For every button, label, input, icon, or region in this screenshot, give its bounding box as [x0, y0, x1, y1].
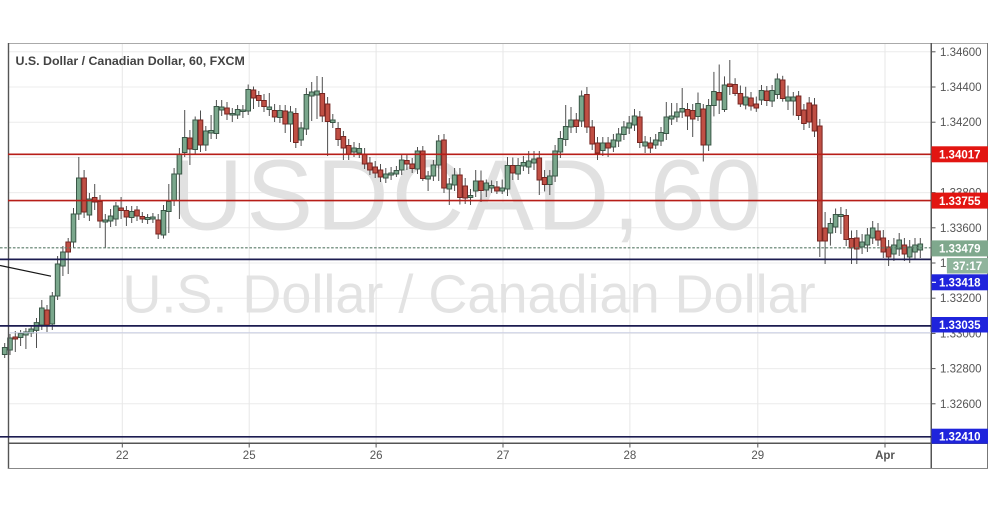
svg-text:1.32800: 1.32800	[940, 364, 982, 376]
svg-text:1.32410: 1.32410	[939, 431, 981, 443]
svg-text:22: 22	[116, 450, 129, 462]
svg-text:37:17: 37:17	[953, 261, 982, 273]
svg-text:60: 60	[650, 140, 761, 252]
svg-text:1.33755: 1.33755	[939, 196, 981, 208]
svg-text:1.34400: 1.34400	[940, 82, 982, 94]
svg-text:1.34600: 1.34600	[940, 47, 982, 59]
svg-text:U.S. Dollar / Canadian Dollar: U.S. Dollar / Canadian Dollar	[122, 265, 815, 325]
svg-text:1.33200: 1.33200	[940, 293, 982, 305]
svg-text:1.33479: 1.33479	[939, 244, 981, 256]
svg-text:28: 28	[624, 450, 637, 462]
svg-text:1.32600: 1.32600	[940, 399, 982, 411]
svg-text:27: 27	[497, 450, 510, 462]
svg-text:1.33418: 1.33418	[939, 278, 981, 290]
svg-text:1.33035: 1.33035	[939, 320, 981, 332]
svg-text:29: 29	[751, 450, 764, 462]
svg-text:USDCAD,: USDCAD,	[171, 140, 643, 252]
svg-text:1.34017: 1.34017	[939, 150, 981, 162]
svg-text:U.S. Dollar / Canadian Dollar,: U.S. Dollar / Canadian Dollar, 60, FXCM	[16, 54, 245, 68]
svg-text:26: 26	[370, 450, 383, 462]
svg-text:Apr: Apr	[875, 450, 895, 462]
svg-text:1.34200: 1.34200	[940, 117, 982, 129]
svg-text:25: 25	[243, 450, 256, 462]
svg-text:1.33600: 1.33600	[940, 223, 982, 235]
